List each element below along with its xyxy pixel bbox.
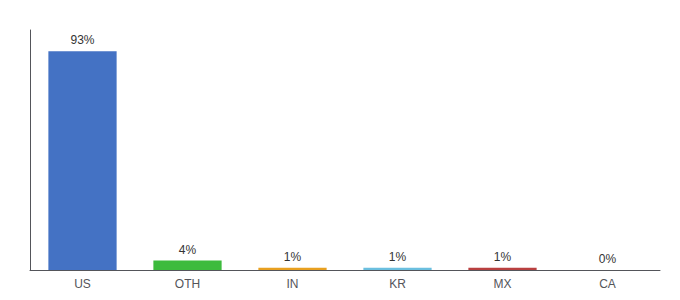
svg-text:MX: MX [494,277,512,291]
svg-text:1%: 1% [389,250,407,264]
svg-text:93%: 93% [70,33,94,47]
svg-text:1%: 1% [494,250,512,264]
svg-text:OTH: OTH [175,277,200,291]
svg-text:US: US [74,277,91,291]
svg-text:IN: IN [287,277,299,291]
svg-text:4%: 4% [179,243,197,257]
svg-text:CA: CA [599,277,616,291]
svg-text:0%: 0% [599,252,617,266]
svg-text:1%: 1% [284,250,302,264]
svg-text:KR: KR [389,277,406,291]
